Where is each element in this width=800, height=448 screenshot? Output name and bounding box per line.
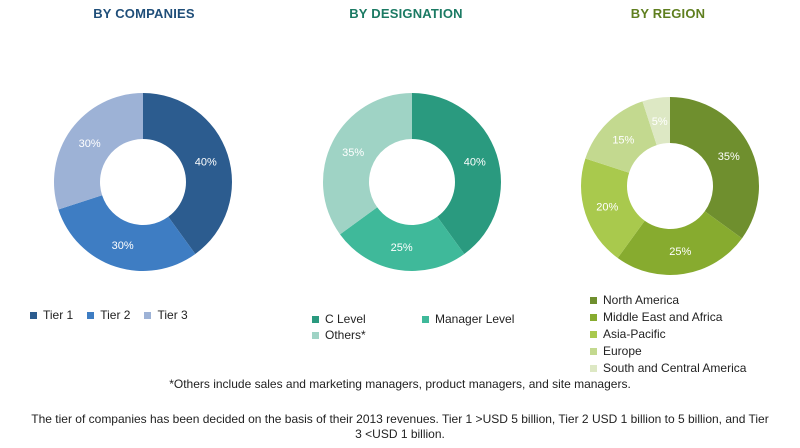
- legend-item: C Level: [312, 312, 422, 326]
- donut-slice-others-: [323, 93, 412, 235]
- footnote-others: *Others include sales and marketing mana…: [169, 377, 631, 391]
- donut-chart-designation: 40% 25% 35%: [323, 93, 501, 271]
- legend-swatch: [590, 331, 597, 338]
- donut-slice-tier-2: [58, 195, 196, 271]
- data-label: 40%: [464, 157, 486, 169]
- donut-slice-asia-pacific: [581, 158, 645, 259]
- legend-label: Tier 1: [43, 308, 74, 322]
- donut-chart-region: 35% 25% 20% 15% 5%: [581, 97, 759, 275]
- legend-label: Tier 3: [157, 308, 188, 322]
- data-label: 15%: [612, 134, 634, 146]
- legend-swatch: [312, 331, 319, 339]
- donut-slice-north-america: [670, 97, 759, 239]
- donut-slice-tier-1: [143, 93, 233, 255]
- legend-label: Manager Level: [435, 312, 515, 326]
- legend-swatch: [590, 365, 597, 372]
- chart-title-designation: BY DESIGNATION: [349, 6, 463, 21]
- legend-swatch: [87, 311, 95, 319]
- data-label: 35%: [342, 147, 364, 159]
- legend-swatch: [312, 315, 319, 323]
- data-label: 20%: [596, 201, 618, 213]
- data-label: 35%: [718, 151, 740, 163]
- data-label: 30%: [79, 138, 101, 150]
- legend-label: C Level: [325, 312, 366, 326]
- data-label: 25%: [391, 242, 413, 254]
- data-label: 30%: [112, 240, 134, 252]
- donut-chart-companies: 40% 30% 30%: [53, 93, 233, 271]
- legend-swatch: [590, 297, 597, 304]
- legend-item: Asia-Pacific: [590, 326, 746, 343]
- donut-slice-europe: [585, 101, 657, 173]
- legend-label: Tier 2: [100, 308, 131, 322]
- legend-swatch: [590, 348, 597, 355]
- legend-swatch: [30, 311, 37, 319]
- legend-label: Asia-Pacific: [603, 327, 666, 341]
- legend-item: Tier 3: [144, 308, 188, 322]
- donut-slice-middle-east-and-africa: [617, 211, 743, 275]
- legend-item: Middle East and Africa: [590, 309, 746, 326]
- legend-region: North America Middle East and Africa Asi…: [590, 292, 746, 377]
- donut-slice-tier-3: [53, 93, 143, 210]
- legend-label: Middle East and Africa: [603, 310, 723, 324]
- legend-item: Tier 1: [30, 308, 73, 322]
- note-tier-definition: The tier of companies has been decided o…: [31, 412, 769, 441]
- legend-item: South and Central America: [590, 360, 746, 377]
- legend-designation: C Level Manager Level Others*: [312, 312, 552, 342]
- legend-item: Manager Level: [422, 312, 514, 326]
- chart-title-companies: BY COMPANIES: [93, 6, 195, 21]
- data-label: 25%: [669, 246, 691, 258]
- legend-item: Tier 2: [87, 308, 130, 322]
- legend-item: Others*: [312, 328, 552, 342]
- chart-title-region: BY REGION: [630, 6, 706, 21]
- legend-swatch: [590, 314, 597, 321]
- donut-slice-south-and-central-america: [642, 97, 670, 146]
- legend-item: North America: [590, 292, 746, 309]
- data-label: 5%: [652, 116, 668, 128]
- legend-label: North America: [603, 293, 680, 307]
- legend-swatch: [144, 311, 152, 319]
- legend-companies: Tier 1 Tier 2 Tier 3: [30, 308, 188, 322]
- legend-item: Europe: [590, 343, 746, 360]
- donut-slice-manager-level: [339, 207, 465, 271]
- legend-label: Europe: [603, 344, 642, 358]
- legend-label: South and Central America: [603, 361, 747, 375]
- legend-swatch: [422, 315, 429, 323]
- data-label: 40%: [195, 157, 217, 169]
- donut-slice-c-level: [412, 93, 501, 255]
- legend-label: Others*: [325, 328, 366, 342]
